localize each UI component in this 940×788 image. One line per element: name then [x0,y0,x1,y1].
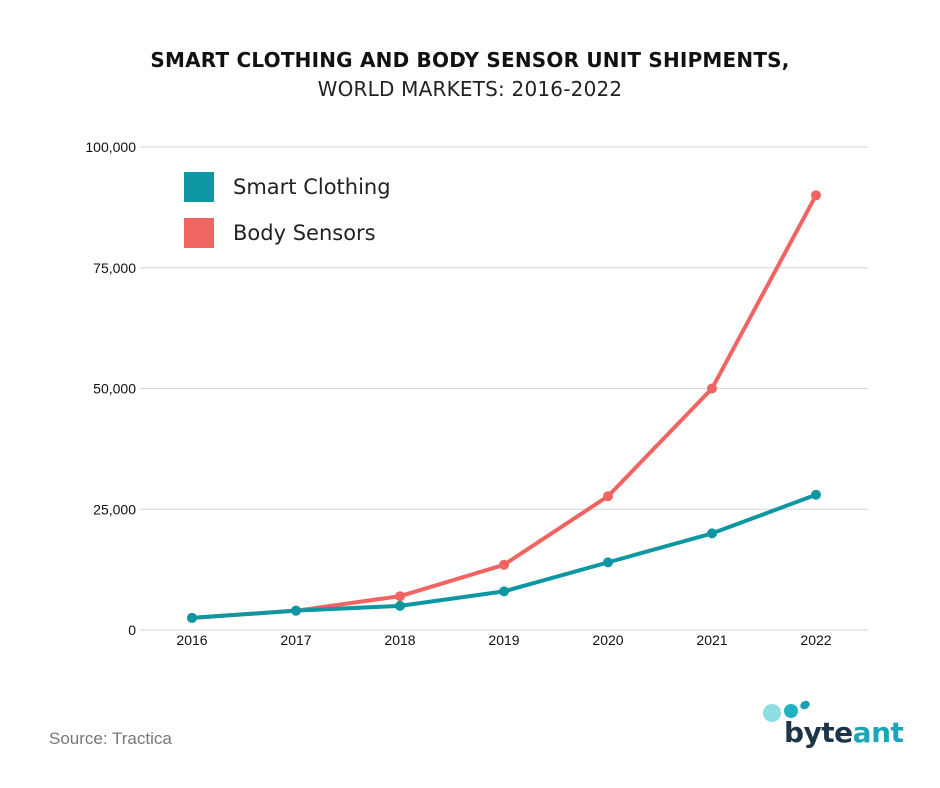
x-axis-ticks: 2016 2017 2018 2019 2020 2021 2022 [176,632,831,648]
source-note: Source: Tractica [49,729,172,748]
x-tick-label: 2019 [488,632,519,648]
legend-label-body-sensors: Body Sensors [233,221,376,245]
data-point-smart-clothing [395,600,405,611]
data-point-body-sensors [811,190,821,201]
data-point-smart-clothing [811,489,821,500]
title-line-2: WORLD MARKETS: 2016-2022 [317,77,623,101]
series-line-smart-clothing [190,492,818,620]
byteant-logo: byteant [760,696,910,756]
y-axis-ticks: 0 25,000 50,000 75,000 100,000 [85,139,136,638]
y-tick-label: 75,000 [93,260,136,276]
data-point-body-sensors [499,559,509,570]
x-tick-label: 2021 [696,632,727,648]
x-tick-label: 2017 [280,632,311,648]
series-smart-clothing [187,489,821,623]
data-point-body-sensors [395,591,405,602]
x-tick-label: 2016 [176,632,207,648]
title-line-1: SMART CLOTHING AND BODY SENSOR UNIT SHIP… [150,48,790,72]
y-tick-label: 0 [128,622,136,638]
y-tick-label: 50,000 [93,381,136,397]
y-tick-label: 100,000 [85,139,136,155]
y-tick-label: 25,000 [93,501,136,517]
legend-item-smart-clothing: Smart Clothing [184,172,391,202]
data-point-smart-clothing [187,612,197,623]
data-point-body-sensors [603,491,613,502]
x-tick-label: 2018 [384,632,415,648]
legend-swatch-body-sensors [184,218,214,248]
legend: Smart Clothing Body Sensors [184,172,391,264]
legend-item-body-sensors: Body Sensors [184,218,391,248]
data-point-body-sensors [707,383,717,394]
x-tick-label: 2022 [800,632,831,648]
chart-title: SMART CLOTHING AND BODY SENSOR UNIT SHIP… [0,46,940,104]
logo-dots-icon [763,700,810,722]
x-tick-label: 2020 [592,632,623,648]
logo-text: byteant [784,716,904,749]
logo-text-ant: ant [852,716,904,749]
legend-swatch-smart-clothing [184,172,214,202]
legend-label-smart-clothing: Smart Clothing [233,175,391,199]
gridlines [140,146,868,631]
data-point-smart-clothing [291,605,301,616]
data-point-smart-clothing [603,557,613,568]
data-point-smart-clothing [707,528,717,539]
logo-text-byte: byte [784,716,853,749]
data-point-smart-clothing [499,586,509,597]
series-lines [187,190,821,623]
